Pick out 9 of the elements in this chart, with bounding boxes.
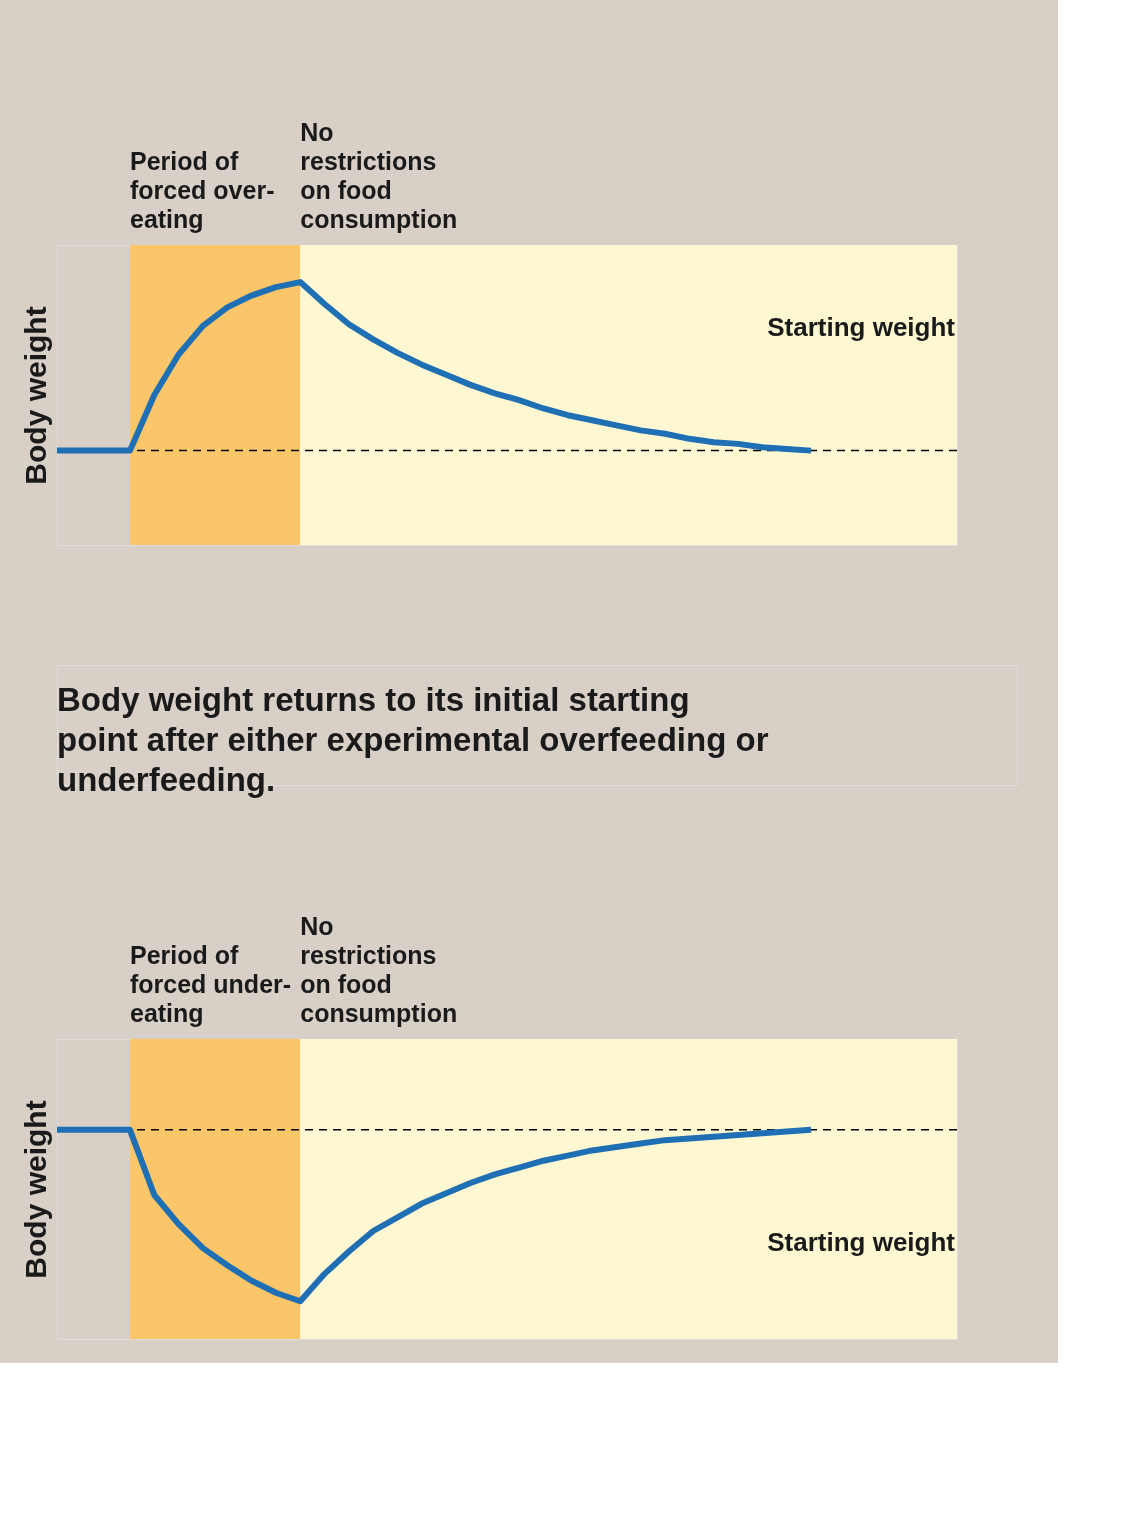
text: No restrictions on food consumption <box>300 118 458 233</box>
y-axis-title: Body weight <box>18 306 52 485</box>
ref-line-label: Starting weight <box>767 1226 956 1257</box>
ref-line-label: Starting weight <box>767 311 956 342</box>
text: No restrictions on food consumption <box>300 912 458 1027</box>
y-axis-title: Body weight <box>18 1100 52 1279</box>
text: Body weight returns to its initial starting point after either experimental overfeeding or underfeeding. <box>57 681 769 798</box>
text: Period of forced over-eating <box>129 147 275 233</box>
text: Period of forced under-eating <box>129 941 292 1027</box>
